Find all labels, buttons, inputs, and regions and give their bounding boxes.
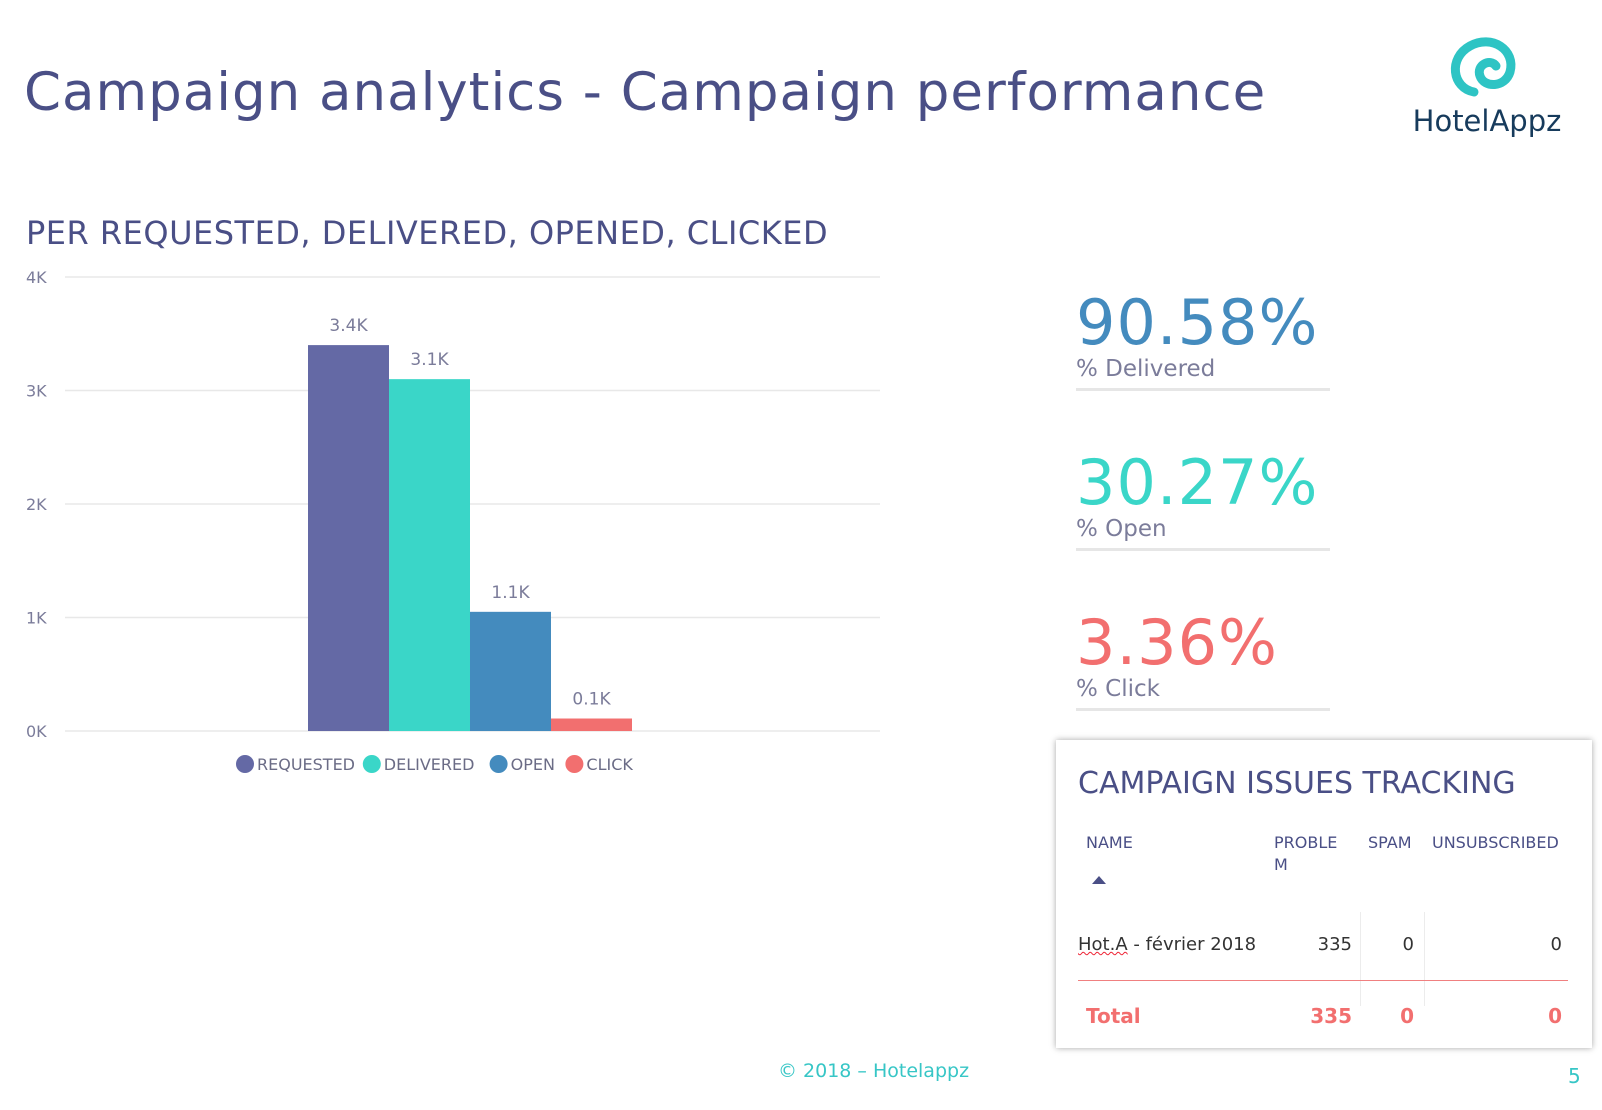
column-divider [1424, 912, 1425, 1006]
hotelappz-logo: HotelAppz [1412, 32, 1562, 148]
total-unsubscribed: 0 [1548, 1004, 1562, 1028]
bar-chart: 0K 1K 2K 3K 4K 3.4K 3.1K 1.1K 0.1K REQUESTED DELIV… [26, 268, 880, 774]
issues-panel-title: CAMPAIGN ISSUES TRACKING [1078, 766, 1516, 801]
footer-copyright: © 2018 – Hotelappz [778, 1060, 970, 1082]
logo-text: HotelAppz [1412, 104, 1562, 138]
total-spam: 0 [1400, 1004, 1414, 1028]
column-header-name[interactable]: NAME [1086, 833, 1133, 852]
data-label: 3.4K [329, 316, 368, 336]
bar-open [470, 611, 551, 731]
bar-requested [308, 345, 389, 731]
kpi-click-value: 3.36% [1076, 606, 1278, 679]
data-label: 0.1K [572, 690, 611, 710]
issues-tracking-panel: CAMPAIGN ISSUES TRACKING NAME PROBLE M S… [1056, 740, 1592, 1048]
kpi-delivered-value: 90.58% [1076, 286, 1319, 359]
legend-marker [489, 755, 508, 773]
y-tick-label: 1K [26, 609, 47, 628]
kpi-open-label: % Open [1076, 516, 1167, 542]
legend-label: REQUESTED [257, 755, 355, 774]
kpi-open: 30.27% % Open [1076, 452, 1330, 551]
total-problem: 335 [1310, 1004, 1352, 1028]
legend-marker [362, 755, 381, 773]
sort-ascending-icon[interactable] [1092, 876, 1106, 884]
y-tick-label: 4K [26, 268, 47, 287]
column-divider [1360, 912, 1361, 1006]
column-header-unsubscribed[interactable]: UNSUBSCRIBED [1432, 833, 1559, 852]
bar-delivered [389, 379, 470, 731]
kpi-click: 3.36% % Click [1076, 612, 1330, 711]
page-number: 5 [1568, 1064, 1581, 1088]
table-row-spam: 0 [1402, 934, 1414, 955]
table-row-name: Hot.A - février 2018 [1078, 934, 1256, 955]
table-row-unsubscribed: 0 [1550, 934, 1562, 955]
legend-label: OPEN [511, 755, 555, 774]
legend-label: DELIVERED [384, 755, 475, 774]
row-separator [1078, 980, 1568, 981]
row-name-prefix: Hot.A [1078, 934, 1128, 955]
kpi-click-label: % Click [1076, 676, 1160, 702]
data-label: 3.1K [410, 350, 449, 370]
table-row-problem: 335 [1317, 934, 1352, 955]
bar-click [551, 718, 632, 731]
legend-label: CLICK [586, 755, 633, 774]
y-tick-label: 2K [26, 495, 47, 514]
data-label: 1.1K [491, 583, 530, 603]
swirl-logo-icon [1450, 37, 1516, 97]
page-title: Campaign analytics - Campaign performanc… [24, 62, 1267, 123]
legend-marker [236, 755, 254, 773]
row-name-rest: - février 2018 [1133, 934, 1257, 955]
legend-marker [565, 755, 584, 773]
kpi-open-value: 30.27% [1076, 446, 1319, 519]
kpi-delivered-label: % Delivered [1076, 356, 1216, 382]
kpi-delivered: 90.58% % Delivered [1076, 292, 1330, 391]
y-tick-label: 3K [26, 382, 47, 401]
chart-title: PER REQUESTED, DELIVERED, OPENED, CLICKE… [26, 214, 829, 252]
y-tick-label: 0K [26, 722, 47, 741]
total-label: Total [1086, 1004, 1141, 1028]
column-header-problem[interactable]: PROBLE M [1274, 833, 1338, 874]
column-header-spam[interactable]: SPAM [1368, 833, 1412, 852]
